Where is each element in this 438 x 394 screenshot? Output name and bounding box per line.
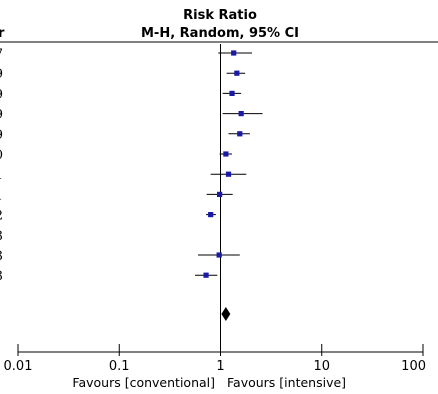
x-tick-label: 100	[401, 359, 426, 374]
study-point-estimate	[237, 131, 243, 137]
risk-ratio-title: Risk Ratio	[183, 8, 257, 23]
method-subtitle: M-H, Random, 95% CI	[141, 26, 299, 41]
year-column: 7 9 9 9 9 0 1 1 2 3 3 3	[0, 47, 3, 284]
study-markers	[195, 50, 263, 278]
study-year-label: 2	[0, 209, 3, 224]
study-year-label: 9	[0, 87, 3, 102]
study-year-label: 3	[0, 229, 3, 244]
study-point-estimate	[234, 70, 240, 76]
x-tick-label: 1	[216, 359, 224, 374]
study-year-label: 9	[0, 128, 3, 143]
x-tick-label: 0.1	[109, 359, 130, 374]
study-year-label: 7	[0, 47, 3, 62]
x-axis-ticks: 0.01 0.1 1 10 100	[4, 344, 426, 374]
study-year-label: 3	[0, 269, 3, 284]
study-point-estimate	[216, 252, 222, 258]
study-point-estimate	[229, 90, 235, 96]
study-year-label: 0	[0, 148, 3, 163]
study-point-estimate	[203, 272, 209, 278]
study-year-label: 9	[0, 67, 3, 82]
x-tick-label: 10	[313, 359, 330, 374]
left-column-header-fragment: r	[0, 26, 5, 41]
study-year-label: 3	[0, 249, 3, 264]
study-point-estimate	[208, 212, 214, 218]
study-year-label: 9	[0, 108, 3, 123]
favours-left-label: Favours [conventional]	[72, 375, 215, 390]
study-point-estimate	[238, 111, 244, 117]
study-point-estimate	[223, 151, 229, 157]
study-point-estimate	[217, 191, 223, 197]
study-point-estimate	[225, 171, 232, 177]
study-point-estimate	[231, 50, 237, 56]
pooled-estimate-diamond	[221, 307, 231, 321]
study-year-label: 1	[0, 188, 3, 203]
x-tick-label: 0.01	[4, 359, 33, 374]
favours-right-label: Favours [intensive]	[227, 375, 346, 390]
study-year-label: 1	[0, 168, 3, 183]
